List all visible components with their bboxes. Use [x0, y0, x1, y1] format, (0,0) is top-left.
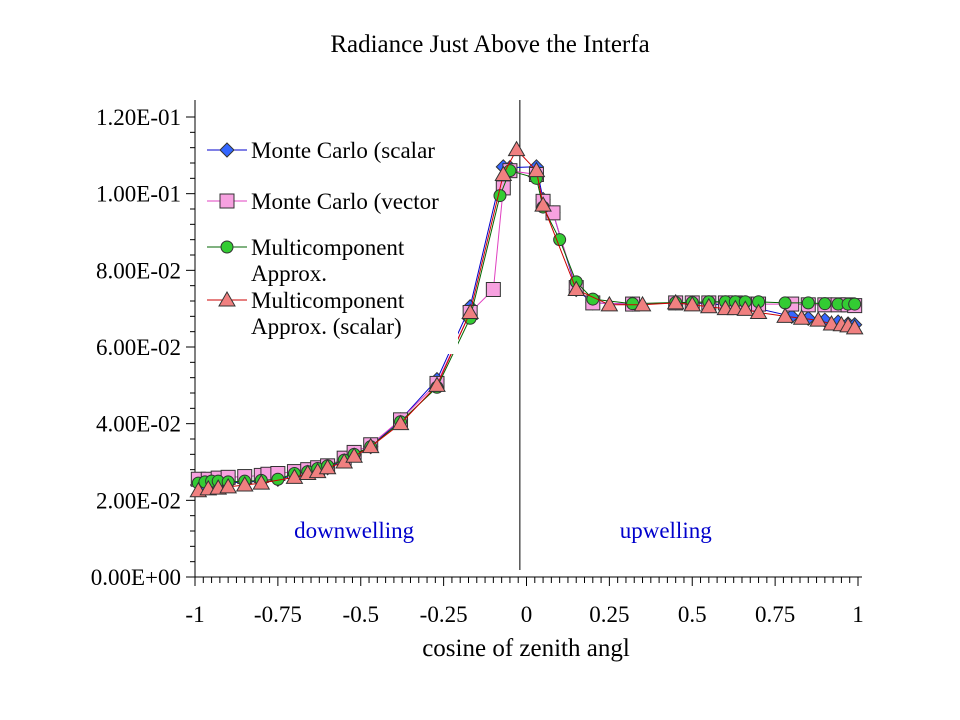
data-point: [666, 293, 685, 310]
data-point: [507, 140, 526, 157]
data-point: [527, 161, 546, 178]
data-point: [235, 475, 254, 492]
y-tick-label: 6.00E-02: [96, 335, 181, 360]
legend-entry: Multicomponent Approx.: [207, 235, 405, 286]
legend-box: [200, 132, 458, 354]
data-point: [848, 297, 862, 311]
x-ticks: -1 -0.75 -0.5 -0.25 0 0.25 0.5 0.75 1: [185, 577, 864, 627]
data-point: [345, 447, 363, 463]
series-triangle: [189, 140, 864, 498]
data-point: [776, 307, 794, 323]
data-point: [736, 300, 755, 316]
annotations: downwelling upwelling: [294, 518, 712, 543]
legend-label: Multicomponent Approx.: [251, 235, 405, 286]
legend-entry: Monte Carlo (vector: [207, 189, 439, 214]
legend-entry: Monte Carlo (scalar: [207, 138, 435, 163]
x-tick-label: 1: [852, 602, 864, 627]
data-point: [553, 233, 567, 247]
data-point: [699, 297, 718, 314]
data-point: [461, 303, 480, 319]
legend-entry: Multicomponent Approx. (scalar): [207, 288, 405, 339]
y-ticks: 0.00E+00 2.00E-02 4.00E-02 6.00E-02 8.00E-02…: [91, 105, 195, 590]
legend-marker: [218, 290, 236, 307]
x-axis-label: cosine of zenith angl: [422, 635, 630, 662]
data-point: [845, 318, 864, 335]
region-label: downwelling: [294, 518, 415, 543]
y-tick-label: 1.20E-01: [96, 105, 181, 130]
y-tick-label: 1.00E-01: [96, 182, 181, 207]
legend: Monte Carlo (scalar Monte Carlo (vector Mu…: [200, 132, 458, 354]
legend-label: Monte Carlo (scalar: [251, 138, 435, 163]
x-tick-label: -0.25: [420, 602, 468, 627]
data-point: [792, 309, 811, 325]
data-point: [428, 376, 446, 392]
data-point: [391, 414, 410, 431]
data-point: [219, 477, 238, 494]
x-tick-label: -0.75: [254, 602, 302, 627]
legend-label: Monte Carlo (vector: [251, 189, 439, 214]
chart-title: Radiance Just Above the Interfa: [330, 31, 649, 58]
y-tick-label: 8.00E-02: [96, 258, 181, 283]
data-point: [818, 297, 832, 311]
data-point: [749, 303, 768, 319]
x-tick-label: 0.5: [678, 602, 707, 627]
data-point: [801, 296, 815, 310]
x-tick-label: 0.75: [755, 602, 795, 627]
region-label: upwelling: [620, 518, 712, 543]
data-point: [493, 189, 507, 203]
data-point: [485, 282, 501, 297]
data-point: [252, 474, 271, 490]
data-point: [633, 295, 652, 312]
x-tick-label: -1: [185, 602, 204, 627]
x-tick-label: 0.25: [589, 602, 629, 627]
data-point: [534, 196, 552, 212]
data-point: [567, 280, 586, 296]
y-tick-label: 4.00E-02: [96, 412, 181, 437]
data-point: [494, 165, 513, 181]
y-tick-label: 2.00E-02: [96, 488, 181, 513]
data-point: [361, 437, 380, 454]
series-group: [189, 140, 864, 498]
data-point: [285, 468, 304, 484]
data-point: [600, 295, 619, 312]
y-tick-label: 0.00E+00: [91, 565, 181, 590]
data-point: [778, 296, 792, 310]
legend-marker: [219, 193, 235, 209]
data-point: [809, 311, 828, 327]
data-point: [683, 295, 702, 312]
legend-label: Multicomponent Approx. (scalar): [251, 288, 405, 339]
x-tick-label: -0.5: [343, 602, 379, 627]
data-point: [318, 458, 337, 475]
legend-marker: [220, 240, 234, 254]
legend-marker: [219, 142, 235, 158]
x-tick-label: 0: [521, 602, 533, 627]
